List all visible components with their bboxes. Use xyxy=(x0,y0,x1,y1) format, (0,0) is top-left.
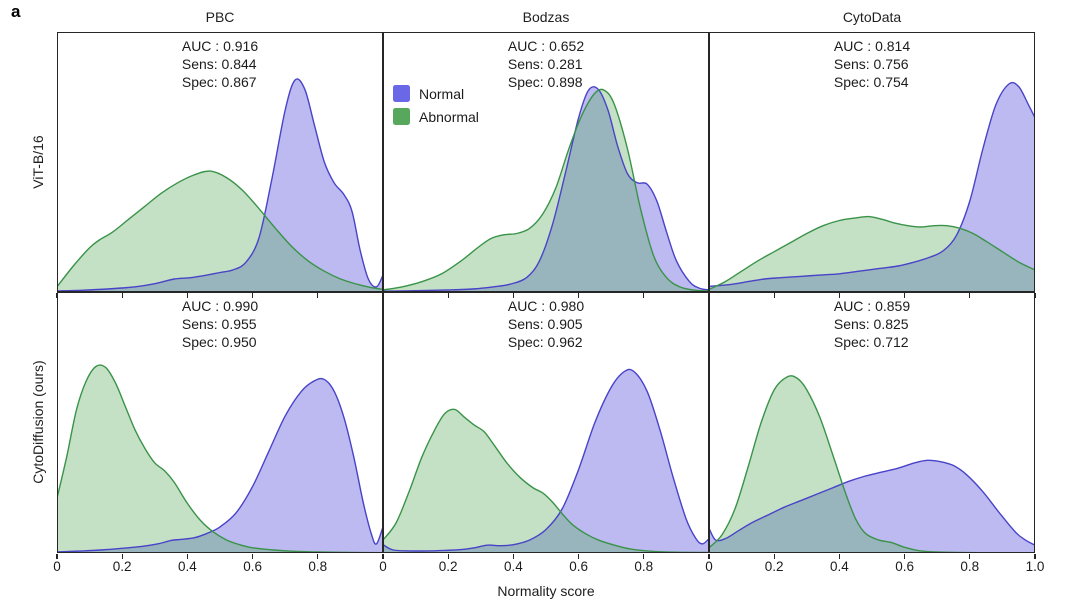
x-tick-label: 0.4 xyxy=(830,559,849,574)
x-tick-label: 0.4 xyxy=(178,559,197,574)
x-axis-label: Normality score xyxy=(497,583,595,599)
x-tick-label: 0.4 xyxy=(504,559,523,574)
x-tick-label: 0.2 xyxy=(764,559,784,574)
legend-label-abnormal: Abnormal xyxy=(419,108,479,125)
x-tick-label: 0.6 xyxy=(243,559,262,574)
density-panel-cytodiffusion-ours--cytodata: AUC : 0.859 Sens: 0.825 Spec: 0.712 xyxy=(709,292,1035,553)
x-tick-label: 1.0 xyxy=(1025,559,1045,574)
density-curves xyxy=(383,86,709,292)
x-tick xyxy=(578,293,580,298)
density-panel-vit-b-16-bodzas: AUC : 0.652 Sens: 0.281 Spec: 0.898 xyxy=(383,32,709,292)
column-title-bodzas: Bodzas xyxy=(522,9,570,25)
x-tick xyxy=(643,293,645,298)
x-tick xyxy=(186,554,189,559)
x-tick xyxy=(251,554,254,559)
x-tick xyxy=(512,293,515,298)
x-tick xyxy=(1034,554,1036,559)
x-tick-label: 0 xyxy=(53,559,61,574)
x-tick xyxy=(447,554,449,559)
density-curves xyxy=(709,81,1035,292)
x-tick-label: 0.6 xyxy=(569,559,588,574)
x-tick xyxy=(578,554,580,559)
x-tick xyxy=(317,293,319,298)
x-tick-label: 0.6 xyxy=(895,559,914,574)
panel-letter: a xyxy=(11,2,21,21)
x-tick-label: 0.8 xyxy=(308,559,328,574)
legend-label-normal: Normal xyxy=(419,85,465,102)
x-tick-label: 0.8 xyxy=(634,559,654,574)
x-tick xyxy=(56,293,58,298)
density-curves xyxy=(709,375,1035,553)
x-tick xyxy=(773,554,775,559)
x-tick xyxy=(382,554,384,559)
x-tick xyxy=(708,554,710,559)
x-tick xyxy=(186,293,189,298)
column-title-pbc: PBC xyxy=(205,9,235,25)
density-panel-cytodiffusion-ours--bodzas: AUC : 0.980 Sens: 0.905 Spec: 0.962 xyxy=(383,292,709,553)
density-panel-cytodiffusion-ours--pbc: AUC : 0.990 Sens: 0.955 Spec: 0.950 xyxy=(57,292,383,553)
density-curves xyxy=(57,78,383,292)
x-tick xyxy=(838,554,841,559)
legend-item-abnormal: Abnormal xyxy=(393,108,479,125)
x-tick xyxy=(643,554,645,559)
x-tick xyxy=(447,293,449,298)
legend: Normal Abnormal xyxy=(393,85,479,131)
density-panel-vit-b-16-cytodata: AUC : 0.814 Sens: 0.756 Spec: 0.754 xyxy=(709,32,1035,292)
x-tick xyxy=(1034,293,1036,298)
x-tick xyxy=(838,293,841,298)
x-tick xyxy=(969,554,971,559)
x-tick xyxy=(904,293,906,298)
x-tick xyxy=(251,293,254,298)
x-tick-label: 0.2 xyxy=(112,559,132,574)
density-curves xyxy=(57,364,383,553)
x-tick-label: 0.2 xyxy=(438,559,458,574)
density-curves xyxy=(383,368,709,553)
x-tick xyxy=(512,554,515,559)
x-tick xyxy=(121,293,123,298)
column-title-cytodata: CytoData xyxy=(842,9,902,25)
normal-swatch-icon xyxy=(393,85,410,102)
x-tick xyxy=(56,554,58,559)
legend-item-normal: Normal xyxy=(393,85,479,102)
abnormal-swatch-icon xyxy=(393,108,410,125)
panel-divider-horizontal xyxy=(57,291,1035,293)
x-tick xyxy=(317,554,319,559)
x-tick-label: 0 xyxy=(379,559,387,574)
density-panel-vit-b-16-pbc: AUC : 0.916 Sens: 0.844 Spec: 0.867 xyxy=(57,32,383,292)
x-tick-label: 0 xyxy=(705,559,713,574)
x-tick xyxy=(773,293,775,298)
x-tick xyxy=(121,554,123,559)
x-tick-label: 0.8 xyxy=(960,559,980,574)
x-tick xyxy=(904,554,906,559)
x-tick xyxy=(969,293,971,298)
